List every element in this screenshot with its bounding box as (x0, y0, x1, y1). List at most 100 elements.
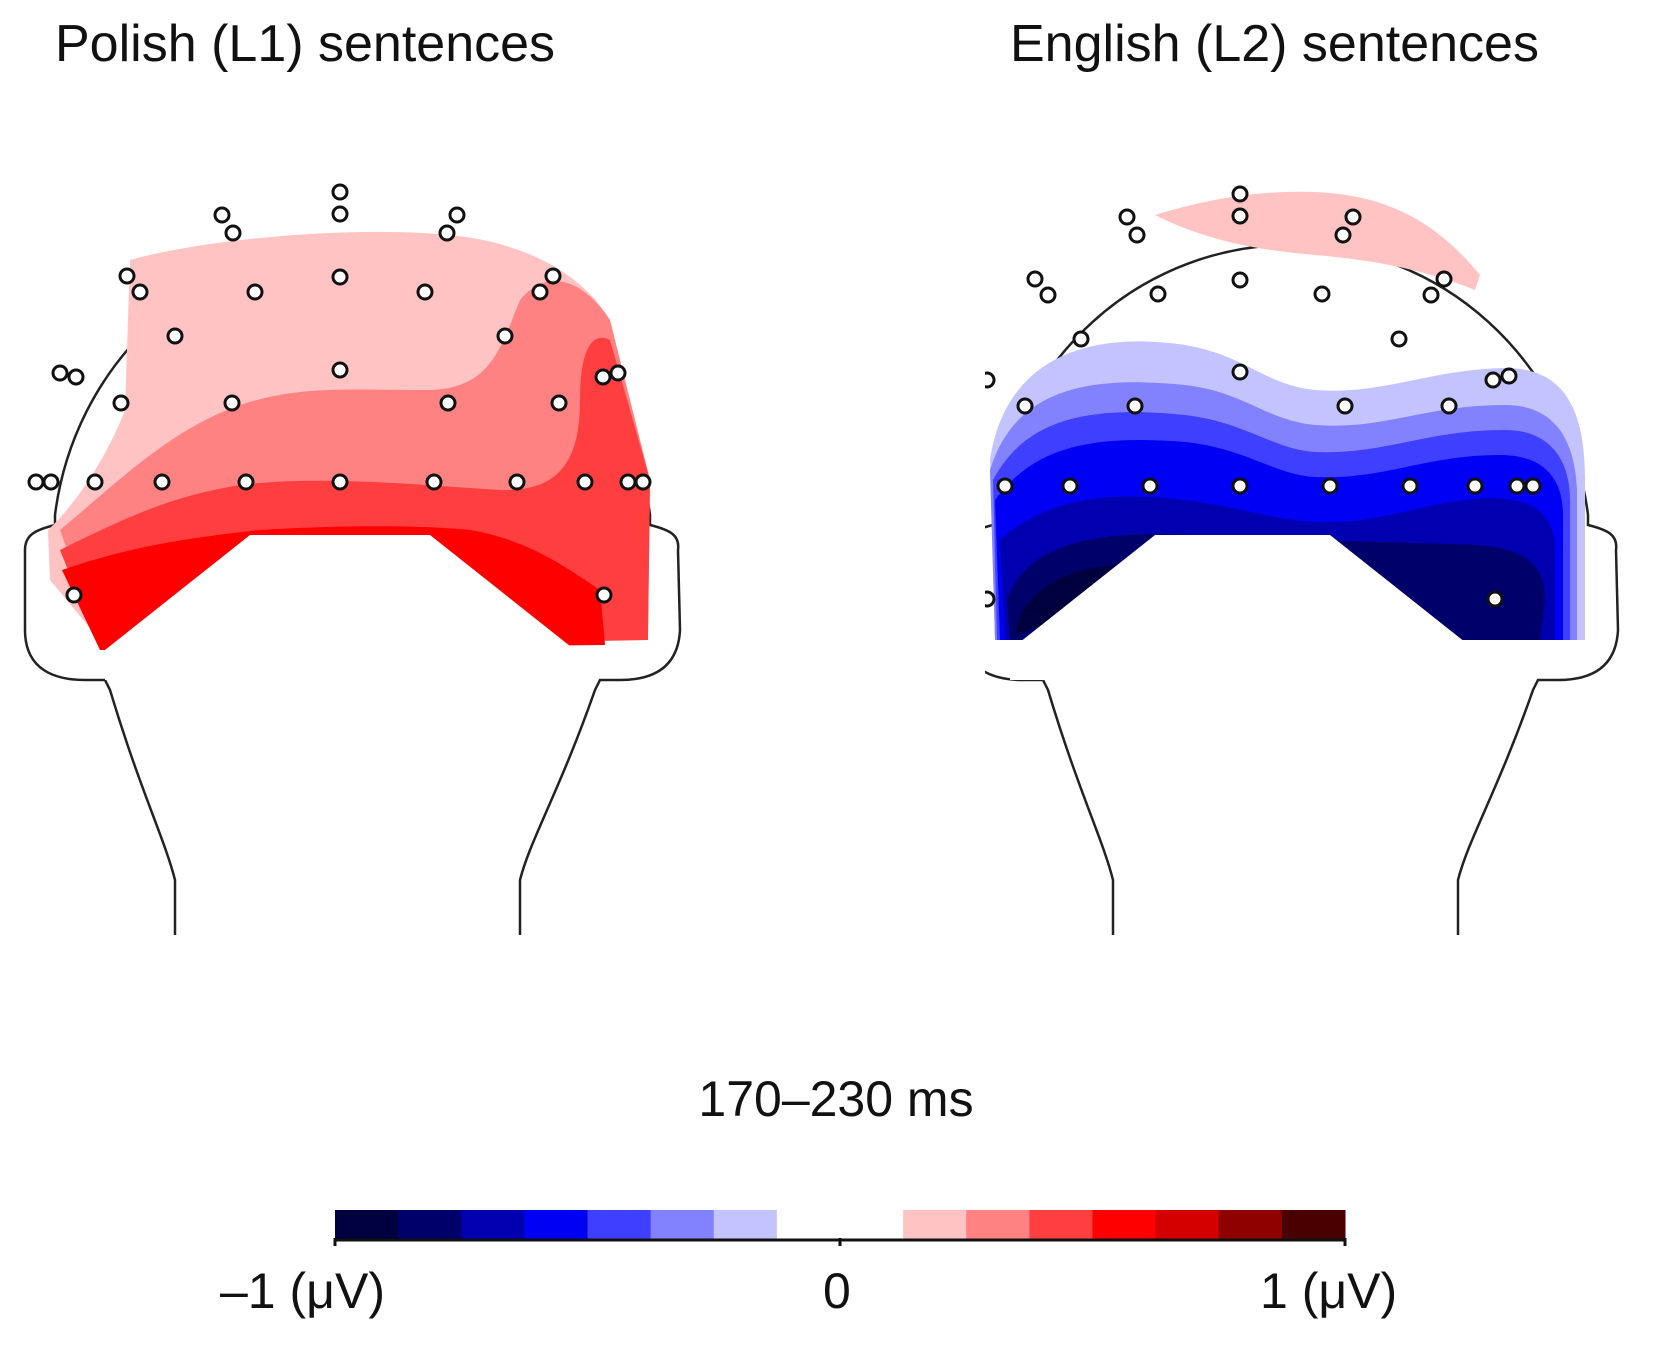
colorbar-swatch (1029, 1210, 1093, 1240)
electrode-marker (425, 473, 443, 491)
electrode-marker (331, 205, 349, 223)
electrode-marker (224, 224, 242, 242)
electrode-marker (1435, 270, 1453, 288)
electrode-marker (1401, 477, 1419, 495)
colorbar (333, 1210, 1347, 1246)
electrode-marker (1422, 286, 1440, 304)
colorbar-swatch (1155, 1210, 1220, 1240)
electrode-marker (531, 283, 549, 301)
colorbar-swatch (461, 1210, 525, 1240)
colorbar-swatch (840, 1210, 904, 1240)
electrode-marker (67, 368, 85, 386)
colorbar-max-label: 1 (μV) (1260, 1263, 1398, 1319)
electrode-marker (1126, 397, 1144, 415)
colorbar-swatches (335, 1210, 1346, 1240)
colorbar-swatch (1218, 1210, 1283, 1240)
electrode-marker (1466, 477, 1484, 495)
electrode-marker (153, 473, 171, 491)
electrode-marker (51, 364, 69, 382)
electrode-marker (1500, 367, 1518, 385)
electrode-marker (416, 283, 434, 301)
contour-positive-1 (1155, 191, 1480, 290)
electrode-marker (1141, 477, 1159, 495)
electrode-marker (1313, 285, 1331, 303)
electrode-marker (331, 473, 349, 491)
electrode-marker (1508, 477, 1526, 495)
electrode-marker (594, 368, 612, 386)
colorbar-zero-label: 0 (823, 1263, 851, 1319)
colorbar-swatch (903, 1210, 967, 1240)
electrode-marker (1484, 371, 1502, 389)
electrodes-polish (27, 183, 652, 604)
electrode-marker (1039, 286, 1057, 304)
electrode-marker (508, 473, 526, 491)
electrode-marker (550, 394, 568, 412)
electrode-marker (496, 327, 514, 345)
electrode-marker (213, 206, 231, 224)
electrode-marker (448, 206, 466, 224)
electrode-marker (619, 473, 637, 491)
colorbar-swatch (650, 1210, 715, 1240)
electrode-marker (1128, 226, 1146, 244)
electrode-marker (118, 267, 136, 285)
colorbar-swatch (713, 1210, 778, 1240)
electrode-marker (1016, 397, 1034, 415)
electrode-marker (1486, 590, 1504, 608)
colorbar-swatch (398, 1210, 462, 1240)
electrode-marker (985, 590, 996, 608)
electrode-marker (1334, 226, 1352, 244)
electrode-marker (438, 224, 456, 242)
electrode-marker (1118, 208, 1136, 226)
electrode-marker (1026, 270, 1044, 288)
electrode-marker (112, 394, 130, 412)
electrode-marker (1072, 330, 1090, 348)
electrode-marker (1440, 397, 1458, 415)
colorbar-swatch (335, 1210, 399, 1240)
electrode-marker (331, 361, 349, 379)
electrode-marker (1061, 477, 1079, 495)
electrode-marker (1524, 477, 1542, 495)
electrode-marker (985, 371, 996, 389)
electrode-marker (331, 183, 349, 201)
mask-neck-region (1010, 535, 1475, 680)
electrodes-english (985, 185, 1542, 608)
electrode-marker (1231, 271, 1249, 289)
electrode-marker (1231, 477, 1249, 495)
electrode-marker (166, 327, 184, 345)
electrode-marker (223, 394, 241, 412)
panel-title-english: English (L2) sentences (1010, 15, 1539, 73)
electrode-marker (439, 394, 457, 412)
electrode-marker (544, 267, 562, 285)
electrode-marker (1344, 208, 1362, 226)
electrode-marker (131, 283, 149, 301)
colorbar-swatch (587, 1210, 652, 1240)
colorbar-swatch (1281, 1210, 1346, 1240)
colorbar-swatch (776, 1210, 841, 1240)
electrode-marker (1390, 330, 1408, 348)
colorbar-swatch (1092, 1210, 1157, 1240)
electrode-marker (246, 283, 264, 301)
electrode-marker (1336, 397, 1354, 415)
topomap-polish (23, 183, 682, 935)
electrode-marker (576, 473, 594, 491)
electrode-marker (331, 268, 349, 286)
electrode-marker (1149, 285, 1167, 303)
electrode-marker (996, 477, 1014, 495)
electrode-marker (86, 473, 104, 491)
electrode-marker (1231, 207, 1249, 225)
electrode-marker (1231, 363, 1249, 381)
mask-neck-region (105, 535, 575, 680)
colorbar-swatch (966, 1210, 1030, 1240)
electrode-marker (237, 473, 255, 491)
electrode-marker (42, 473, 60, 491)
electrode-marker (1321, 477, 1339, 495)
topomap-english (985, 185, 1620, 935)
panel-title-polish: Polish (L1) sentences (55, 15, 556, 73)
electrode-marker (27, 473, 45, 491)
electrode-marker (1231, 185, 1249, 203)
electrode-marker (65, 586, 83, 604)
electrode-marker (609, 364, 627, 382)
electrode-marker (595, 586, 613, 604)
colorbar-min-label: –1 (μV) (220, 1263, 385, 1319)
electrode-marker (634, 473, 652, 491)
